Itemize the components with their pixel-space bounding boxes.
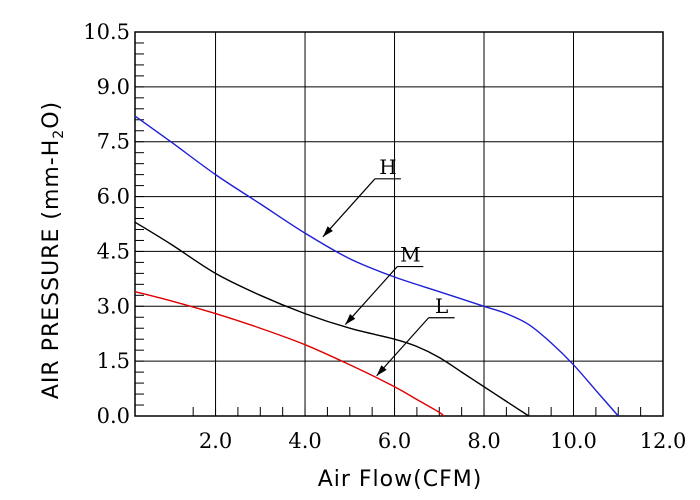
annotation-label-l: L <box>435 294 448 318</box>
y-tick-label-1: 1.5 <box>97 349 130 373</box>
plot-frame <box>134 31 664 417</box>
grid-lines <box>135 32 663 416</box>
y-tick-label-4: 6.0 <box>97 185 130 209</box>
annotation-arrowhead-h <box>322 226 333 237</box>
x-tick-label-0: 2.0 <box>199 429 232 453</box>
x-tick-label-1: 4.0 <box>288 429 321 453</box>
x-tick-label-2: 6.0 <box>378 429 411 453</box>
y-axis-label-subscript: 2 <box>51 129 67 139</box>
x-tick-label-5: 12.0 <box>640 429 687 453</box>
x-tick-label-3: 8.0 <box>467 429 500 453</box>
series-line-l <box>134 290 445 417</box>
y-axis-label: AIR PRESSURE (mm-H2O) <box>39 101 67 399</box>
y-tick-label-0: 0.0 <box>97 404 130 428</box>
annotation-leader-m <box>344 266 398 325</box>
annotation-leader-l <box>376 317 430 377</box>
annotation-label-m: M <box>400 243 420 267</box>
x-tick-label-4: 10.0 <box>550 429 597 453</box>
y-axis-label-main: AIR PRESSURE (mm-H <box>39 139 64 399</box>
x-tick-labels: 2.0 4.0 6.0 8.0 10.0 12.0 <box>199 429 687 453</box>
annotation-arrowhead-m <box>345 314 356 325</box>
y-axis-label-end: O) <box>39 101 64 129</box>
curve-annotations: H M L <box>322 155 455 377</box>
y-tick-label-2: 3.0 <box>97 294 130 318</box>
series-line-h <box>134 115 619 417</box>
annotation-leader-h <box>322 178 376 238</box>
annotation-arrowhead-l <box>376 365 387 376</box>
y-tick-label-3: 4.5 <box>97 239 130 263</box>
annotation-label-h: H <box>379 155 396 179</box>
series-line-m <box>134 221 530 417</box>
y-tick-labels: 0.0 1.5 3.0 4.5 6.0 7.5 9.0 10.5 <box>83 20 130 428</box>
y-tick-label-7: 10.5 <box>83 20 130 44</box>
minor-ticks <box>135 31 664 417</box>
series-group <box>134 115 619 417</box>
y-tick-label-6: 9.0 <box>97 75 130 99</box>
y-tick-label-5: 7.5 <box>97 130 130 154</box>
x-axis-label: Air Flow(CFM) <box>318 467 483 492</box>
